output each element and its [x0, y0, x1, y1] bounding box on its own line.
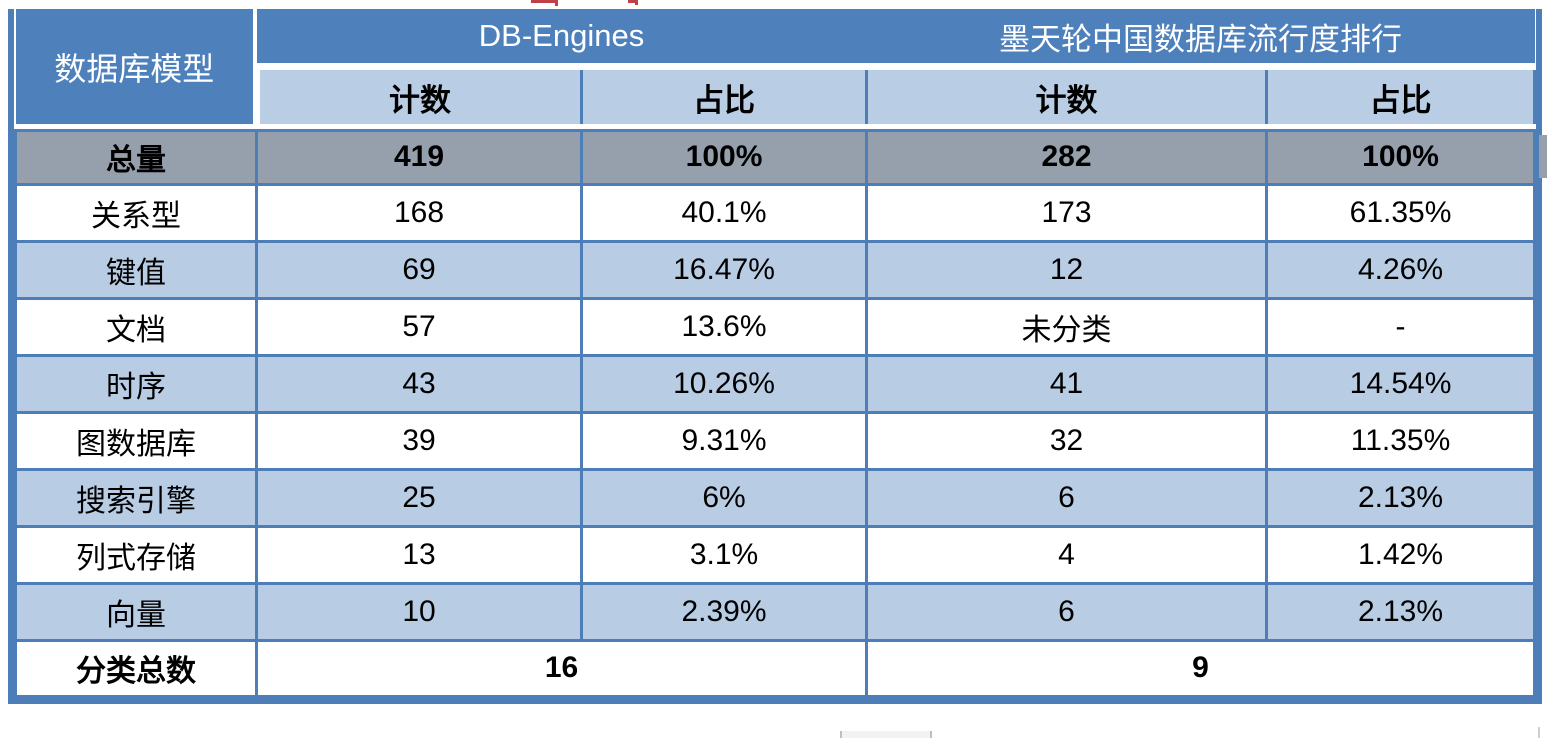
red-text-crop-artifact: [555, 0, 558, 6]
row-label: 时序: [14, 353, 258, 414]
table-row: 图数据库 39 9.31% 32 11.35%: [14, 410, 1537, 471]
count-cell: 25: [255, 467, 583, 528]
table-row: 搜索引擎 25 6% 6 2.13%: [14, 467, 1537, 528]
count-cell: 173: [865, 182, 1269, 243]
share-cell: 2.13%: [1265, 581, 1537, 642]
comparison-table: 数据库模型 DB-Engines 墨天轮中国数据库流行度排行 计数 占比 计数 …: [14, 9, 1537, 698]
db-model-header-cell: 数据库模型: [15, 9, 257, 124]
red-text-crop-artifact: [628, 0, 637, 3]
share-cell: 1.42%: [1265, 524, 1537, 585]
row-label: 搜索引擎: [14, 467, 258, 528]
count-cell: 12: [865, 239, 1269, 300]
db-engines-group-header: DB-Engines: [256, 9, 867, 63]
table-row: 键值 69 16.47% 12 4.26%: [14, 239, 1537, 300]
total-row: 总量 419 100% 282 100%: [14, 128, 1537, 186]
table-row: 向量 10 2.39% 6 2.13%: [14, 581, 1537, 642]
db-engines-count-header: 计数: [253, 70, 583, 124]
share-cell: 16.47%: [579, 239, 869, 300]
count-cell: 41: [865, 353, 1269, 414]
share-cell: 40.1%: [579, 182, 869, 243]
table-row: 关系型 168 40.1% 173 61.35%: [14, 182, 1537, 243]
header-gap-cell: [256, 63, 1535, 70]
share-cell: -: [1265, 296, 1537, 357]
modb-count-header: 计数: [865, 70, 1269, 124]
modb-category-total-cell: 9: [865, 638, 1537, 698]
table-row: 时序 43 10.26% 41 14.54%: [14, 353, 1537, 414]
count-cell: 419: [255, 128, 583, 186]
edge-line-crop-artifact: [1538, 727, 1540, 738]
gray-row-overflow-artifact: [1539, 135, 1547, 178]
db-engines-share-header: 占比: [579, 70, 869, 124]
count-cell: 57: [255, 296, 583, 357]
share-cell: 14.54%: [1265, 353, 1537, 414]
table-row: 文档 57 13.6% 未分类 -: [14, 296, 1537, 357]
database-model-comparison-table: 数据库模型 DB-Engines 墨天轮中国数据库流行度排行 计数 占比 计数 …: [8, 9, 1543, 704]
share-cell: 4.26%: [1265, 239, 1537, 300]
count-cell: 13: [255, 524, 583, 585]
row-label: 键值: [14, 239, 258, 300]
share-cell: 11.35%: [1265, 410, 1537, 471]
row-label: 关系型: [14, 182, 258, 243]
count-cell: 43: [255, 353, 583, 414]
count-cell: 32: [865, 410, 1269, 471]
count-cell: 4: [865, 524, 1269, 585]
header-gap-row: [16, 63, 1535, 70]
body-gap-row: [15, 124, 1535, 130]
modb-group-header: 墨天轮中国数据库流行度排行: [866, 9, 1535, 63]
row-label: 列式存储: [14, 524, 258, 585]
count-cell: 10: [255, 581, 583, 642]
row-label: 图数据库: [14, 410, 258, 471]
db-engines-category-total-cell: 16: [254, 638, 869, 698]
row-label: 向量: [14, 581, 258, 642]
share-cell: 6%: [579, 467, 869, 528]
share-cell: 100%: [579, 128, 869, 186]
modb-share-header: 占比: [1265, 70, 1537, 124]
share-cell: 61.35%: [1265, 182, 1537, 243]
share-cell: 13.6%: [579, 296, 869, 357]
share-cell: 2.13%: [1265, 467, 1537, 528]
scrollbar-crop-artifact: [840, 731, 932, 738]
share-cell: 100%: [1265, 128, 1537, 186]
table-row: 列式存储 13 3.1% 4 1.42%: [14, 524, 1537, 585]
share-cell: 2.39%: [579, 581, 869, 642]
count-cell: 6: [865, 581, 1269, 642]
count-cell: 未分类: [865, 296, 1269, 357]
share-cell: 10.26%: [579, 353, 869, 414]
share-cell: 3.1%: [579, 524, 869, 585]
count-cell: 282: [865, 128, 1269, 186]
sub-header-row: 计数 占比 计数 占比: [16, 70, 1537, 124]
count-cell: 39: [255, 410, 583, 471]
share-cell: 9.31%: [579, 410, 869, 471]
body-gap-cell: [15, 124, 1535, 130]
count-cell: 6: [865, 467, 1269, 528]
red-text-crop-artifact: [531, 0, 558, 3]
count-cell: 168: [255, 182, 583, 243]
count-cell: 69: [255, 239, 583, 300]
category-total-row: 分类总数 16 9: [14, 638, 1537, 698]
red-text-crop-artifact: [635, 0, 638, 5]
group-header-row: 数据库模型 DB-Engines 墨天轮中国数据库流行度排行: [15, 9, 1535, 124]
row-label: 文档: [14, 296, 258, 357]
row-label: 分类总数: [14, 638, 258, 698]
row-label: 总量: [14, 128, 258, 186]
